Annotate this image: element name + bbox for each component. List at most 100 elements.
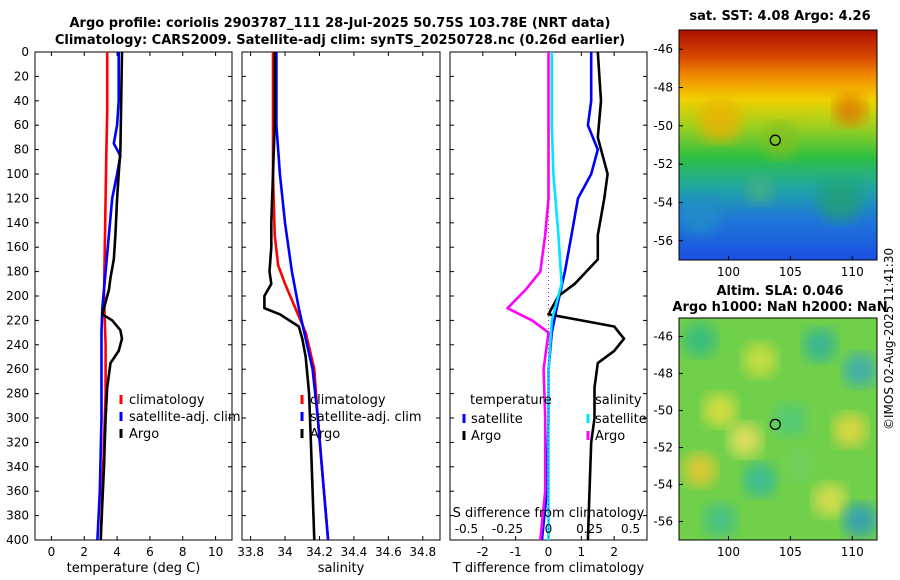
sst-field-patch <box>818 178 862 222</box>
sla-field-patch <box>683 453 717 487</box>
salinity-axes-frame <box>241 51 441 541</box>
salinity-xtick-label: 34.6 <box>375 545 402 559</box>
diff-legend-label: satellite <box>471 412 523 427</box>
depth-tick-label: 320 <box>6 435 29 449</box>
difference-series-t-argo <box>547 51 626 541</box>
sst_map-ytick-label: -48 <box>653 81 673 95</box>
diff-top-tick-label: -0.25 <box>492 522 523 536</box>
depth-tick-label: 380 <box>6 509 29 523</box>
sla_map-xtick-label: 100 <box>717 545 740 559</box>
temperature-series-argo <box>99 51 124 541</box>
difference-xtick-label: 0 <box>545 545 553 559</box>
sla-field-patch <box>703 503 737 537</box>
sla-field-patch <box>683 323 717 357</box>
temperature-series-climatology <box>99 52 109 541</box>
depth-tick-label: 120 <box>6 191 29 205</box>
temperature-xtick-label: 6 <box>146 545 154 559</box>
depth-tick-label: 60 <box>14 118 29 132</box>
salinity-series-climatology <box>271 52 330 541</box>
salinity-xlabel: salinity <box>318 561 365 576</box>
sst-map-title: sat. SST: 4.08 Argo: 4.26 <box>689 9 871 24</box>
salinity-legend-label: climatology <box>310 393 386 408</box>
sst_map-ytick-label: -56 <box>653 234 673 248</box>
diff-top-tick-label: 0 <box>545 522 553 536</box>
sla-field-patch <box>783 448 817 482</box>
depth-tick-label: 80 <box>14 143 29 157</box>
diff-legend-temperature-title: temperature <box>470 393 552 408</box>
sla_map-ytick-label: -46 <box>653 330 673 344</box>
imos-timestamp: ©IMOS 02-Aug-2025 11:41:30 <box>882 247 896 430</box>
sla-field-patch <box>813 483 847 517</box>
sst_map-ytick-label: -52 <box>653 157 673 171</box>
difference-xtick-label: -1 <box>510 545 522 559</box>
sst_map: 100 105 110-46-48-50-52-54-56 <box>653 29 878 279</box>
depth-tick-label: 200 <box>6 289 29 303</box>
sla-field-background <box>679 318 877 540</box>
salinity-xtick-label: 34.8 <box>409 545 436 559</box>
diff-top-tick-label: 0.5 <box>621 522 640 536</box>
sla-field-patch <box>743 343 777 377</box>
sst-field-background <box>679 30 877 260</box>
salinity-xtick-label: 33.8 <box>237 545 264 559</box>
difference-xtick-label: 2 <box>610 545 618 559</box>
difference-xlabel: T difference from climatology <box>452 561 645 576</box>
temperature-xtick-label: 2 <box>80 545 88 559</box>
temperature-xtick-label: 0 <box>48 545 56 559</box>
difference-series-s-satellite <box>547 52 563 540</box>
sst_map-ytick-label: -54 <box>653 196 673 210</box>
salinity-xtick-label: 34 <box>277 545 292 559</box>
sst-field-patch <box>762 122 798 158</box>
sla-field-patch <box>833 413 867 447</box>
figure-title-line1: Argo profile: coriolis 2903787_111 28-Ju… <box>69 16 611 31</box>
panel-temperature: 0 20 40 60 80 100 120 140 160 180 200 220 240 260 280 3… <box>6 45 241 576</box>
diff-legend-salinity-title: salinity <box>595 393 642 408</box>
temperature-legend-label: climatology <box>129 393 205 408</box>
sst_map-argo-marker <box>769 134 781 146</box>
sst-field-patch <box>746 176 774 204</box>
difference-axes-frame <box>449 51 648 541</box>
salinity-legend-label: satellite-adj. clim <box>310 410 422 425</box>
sla-field-patch <box>703 393 737 427</box>
depth-tick-label: 260 <box>6 362 29 376</box>
sla_map: 100 105 110 -46 -48 -50 -52 -54 -56 <box>653 317 878 559</box>
sst_map-frame <box>678 29 878 261</box>
diff-legend-label: Argo <box>595 429 625 444</box>
temperature-xtick-label: 8 <box>179 545 187 559</box>
depth-tick-label: 220 <box>6 313 29 327</box>
sst_map-xtick-label: 100 <box>717 265 740 279</box>
temperature-xtick-label: 4 <box>113 545 121 559</box>
temperature-legend-label: Argo <box>129 427 159 442</box>
depth-tick-label: 400 <box>6 533 29 547</box>
figure-title-line2: Climatology: CARS2009. Satellite-adj cli… <box>54 33 626 48</box>
diff-top-tick-label: 0.25 <box>576 522 603 536</box>
sla_map-ytick-label: -54 <box>653 478 673 492</box>
salinity-xtick-label: 34.2 <box>306 545 333 559</box>
sst_map-field <box>679 30 877 260</box>
depth-tick-label: 20 <box>14 69 29 83</box>
temperature-xlabel: temperature (deg C) <box>67 561 201 576</box>
depth-tick-label: 100 <box>6 167 29 181</box>
sla-map-title-line2: Argo h1000: NaN h2000: NaN <box>672 300 888 315</box>
sla-field-patch <box>743 463 777 497</box>
salinity-legend-label: Argo <box>310 427 340 442</box>
sla_map-argo-marker <box>769 418 781 431</box>
diff-top-axis-label: S difference from climatology <box>453 506 645 521</box>
sla-field-patch <box>843 503 877 537</box>
temperature-axes-frame <box>34 51 233 541</box>
depth-tick-label: 300 <box>6 411 29 425</box>
panel-salinity: 33.8 34 34.2 34.4 34.6 34.8 salinity climatolog… <box>237 51 441 576</box>
sst_map-xtick-label: 105 <box>779 265 802 279</box>
depth-tick-label: 360 <box>6 484 29 498</box>
depth-tick-label: 140 <box>6 216 29 230</box>
sla-field-patch <box>803 328 837 362</box>
temperature-series-satellite-adj-clim <box>96 52 122 541</box>
sla_map-ytick-label: -48 <box>653 367 673 381</box>
depth-tick-label: 160 <box>6 240 29 254</box>
temperature-legend-label: satellite-adj. clim <box>129 410 241 425</box>
sla-field-patch <box>773 403 807 437</box>
sla-field-patch <box>728 423 762 457</box>
salinity-series-argo <box>263 52 316 541</box>
sla_map-xtick-label: 110 <box>841 545 864 559</box>
sla_map-ytick-label: -56 <box>653 515 673 529</box>
sla_map-frame <box>678 317 878 541</box>
